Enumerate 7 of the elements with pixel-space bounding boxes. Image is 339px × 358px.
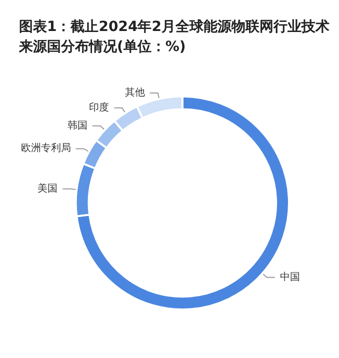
slice-label: 韩国 <box>67 119 88 132</box>
chart-title: 图表1：截止2024年2月全球能源物联网行业技术来源国分布情况(单位：%) <box>18 19 330 55</box>
slice-label: 中国 <box>280 270 300 283</box>
slice-label: 欧洲专利局 <box>20 142 71 154</box>
slice-label: 美国 <box>38 182 58 194</box>
slice-label: 其他 <box>124 86 145 99</box>
slice-label: 印度 <box>89 101 110 114</box>
